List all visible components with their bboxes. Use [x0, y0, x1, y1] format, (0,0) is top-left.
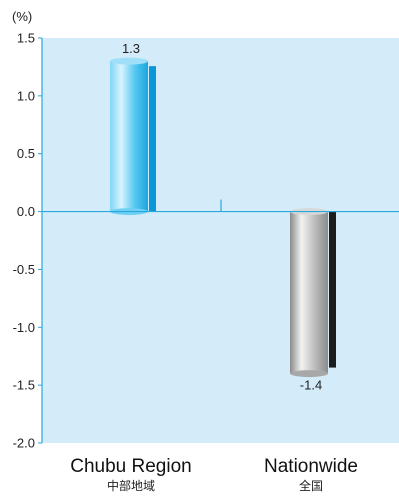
bar: 1.3 — [110, 41, 156, 216]
bars: 1.3 -1.4 — [110, 41, 336, 393]
data-label: 1.3 — [122, 41, 140, 56]
y-tick-label: -2.0 — [13, 436, 35, 451]
x-category-label-jp: 中部地域 — [107, 478, 155, 493]
bar-side — [149, 66, 156, 212]
x-category-label-jp: 全国 — [299, 478, 323, 493]
bar-body — [290, 211, 328, 374]
y-tick-label: -0.5 — [13, 262, 35, 277]
bar-side — [329, 211, 336, 368]
bar-body — [110, 61, 148, 212]
bar: -1.4 — [290, 208, 336, 393]
bar-cap — [110, 57, 148, 65]
y-tick-label: 0.5 — [17, 146, 35, 161]
y-tick-label: -1.5 — [13, 378, 35, 393]
x-category-label: Nationwide — [264, 456, 358, 477]
y-axis-ticks: 1.5 1.0 0.5 0.0 -0.5 -1.0 -1.5 -2.0 — [13, 31, 42, 451]
y-unit-label: (%) — [12, 9, 32, 24]
data-label: -1.4 — [300, 378, 322, 393]
y-tick-label: 1.5 — [17, 31, 35, 46]
y-tick-label: 0.0 — [17, 204, 35, 219]
x-category-label: Chubu Region — [70, 456, 191, 477]
bar-base — [290, 370, 328, 378]
plot-area — [42, 38, 399, 443]
y-tick-label: 1.0 — [17, 88, 35, 103]
y-tick-label: -1.0 — [13, 320, 35, 335]
